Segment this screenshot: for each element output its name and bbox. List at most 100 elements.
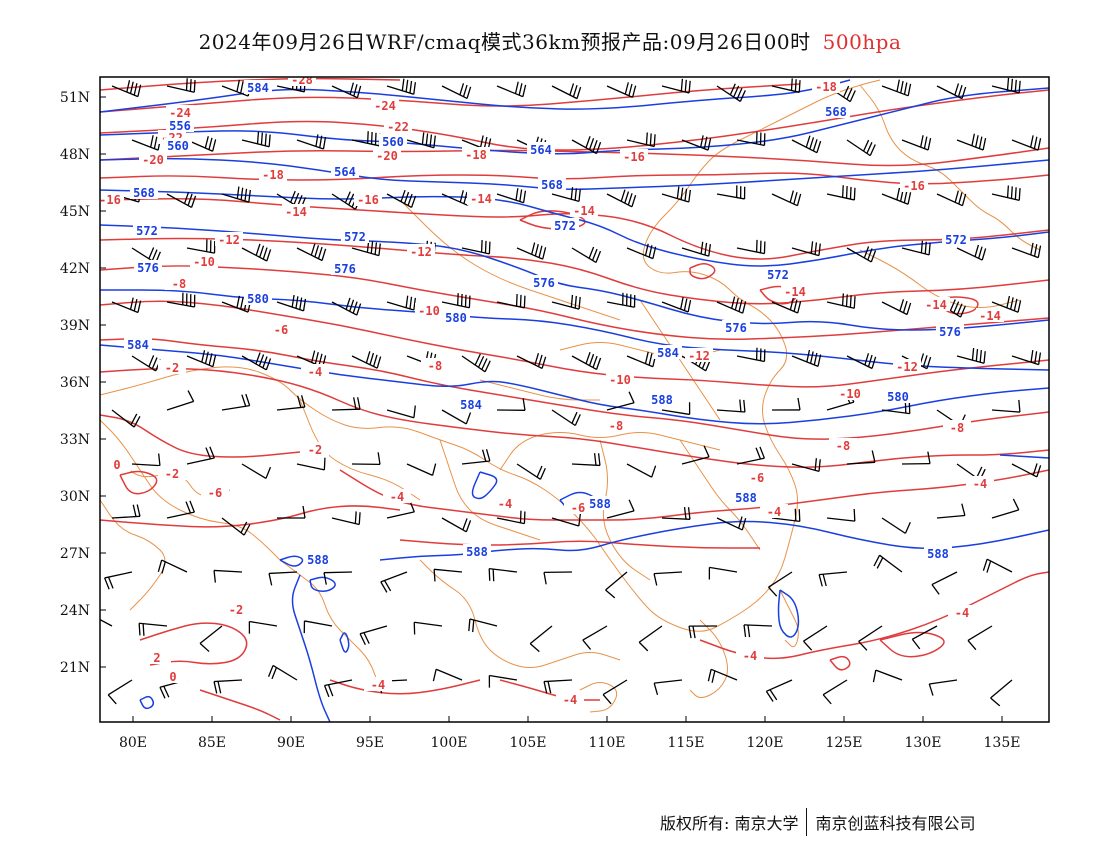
- geopotential-contour: [309, 576, 336, 592]
- label-bg: [924, 546, 952, 560]
- label-bg: [976, 308, 1004, 322]
- temperature-label: -8: [172, 277, 186, 291]
- label-bg: [743, 470, 771, 484]
- temperature-contour: [100, 505, 401, 528]
- lat-tick-label: 45N: [60, 204, 90, 220]
- wind-barb: [441, 409, 472, 425]
- geopotential-label: 588: [589, 497, 611, 511]
- geopotential-contour: [139, 695, 155, 710]
- wind-barb: [858, 625, 883, 651]
- wind-barb: [323, 571, 353, 585]
- temperature-label: -4: [743, 649, 757, 663]
- wind-barb: [441, 83, 472, 100]
- temperature-label: -16: [99, 193, 121, 207]
- wind-barb: [166, 390, 195, 411]
- temperature-contour: [100, 338, 1049, 440]
- label-bg: [379, 134, 407, 148]
- wind-barb: [736, 131, 766, 147]
- lat-tick-label: 33N: [60, 432, 90, 448]
- geopotential-label: 580: [247, 292, 269, 306]
- geopotential-label: 572: [136, 224, 158, 238]
- temperature-label: -28: [291, 73, 313, 87]
- wind-barb: [351, 351, 382, 369]
- wind-barb: [131, 135, 162, 151]
- border-line: [299, 399, 421, 501]
- wind-barb: [221, 517, 251, 536]
- label-bg: [462, 147, 490, 161]
- border-line: [679, 439, 761, 551]
- wind-barb: [166, 292, 196, 308]
- wind-barb: [826, 85, 856, 103]
- temperature-label: -12: [218, 233, 240, 247]
- label-bg: [736, 648, 764, 662]
- wind-barb: [516, 463, 546, 480]
- lat-tick-label: 51N: [60, 90, 90, 106]
- wind-barb: [433, 568, 463, 582]
- label-bg: [654, 345, 682, 359]
- temperature-label: -8: [609, 419, 623, 433]
- copyright-right: 南京创蓝科技有限公司: [815, 814, 976, 833]
- geopotential-label: 568: [133, 186, 155, 200]
- wind-barb: [543, 571, 573, 585]
- label-bg: [301, 442, 329, 456]
- wind-barb: [653, 571, 683, 586]
- temperature-label: -4: [767, 505, 781, 519]
- wind-barb: [768, 571, 793, 597]
- wind-barb: [138, 622, 168, 636]
- label-bg: [556, 692, 584, 706]
- geopotential-label: 584: [657, 346, 679, 360]
- label-bg: [222, 602, 250, 616]
- label-bg: [304, 552, 332, 566]
- wind-barb: [606, 391, 635, 411]
- wind-barb: [241, 243, 272, 262]
- temperature-label: -8: [428, 359, 442, 373]
- label-bg: [467, 191, 495, 205]
- geopotential-label: 576: [137, 261, 159, 275]
- label-bg: [606, 372, 634, 386]
- label-bg: [781, 284, 809, 298]
- geopotential-contour: [291, 574, 331, 722]
- border-line: [279, 559, 381, 691]
- wind-barb: [461, 239, 491, 255]
- temperature-label: -8: [836, 439, 850, 453]
- wind-barb: [771, 297, 802, 314]
- label-bg: [124, 337, 152, 351]
- wind-barb: [323, 679, 353, 698]
- wind-barb: [990, 679, 1013, 707]
- pressure-level: 500hpa: [822, 30, 902, 54]
- label-bg: [602, 418, 630, 432]
- lon-tick-label: 135E: [984, 735, 1021, 751]
- wind-barb: [931, 571, 958, 595]
- wind-barb: [267, 664, 298, 681]
- geopotential-contour: [471, 471, 498, 500]
- temperature-contour: [399, 539, 760, 549]
- label-bg: [648, 392, 676, 406]
- wind-barb: [771, 190, 802, 207]
- lat-tick-label: 39N: [60, 318, 90, 334]
- wind-barb: [296, 457, 326, 471]
- wind-barb: [716, 185, 746, 200]
- temperature-label: -10: [839, 387, 861, 401]
- label-bg: [371, 98, 399, 112]
- label-bg: [103, 457, 131, 471]
- temperature-label: -18: [465, 148, 487, 162]
- label-bg: [159, 669, 187, 683]
- border-line: [779, 589, 799, 648]
- temperature-label: -24: [374, 99, 396, 113]
- wind-barb: [708, 566, 738, 580]
- wind-barb: [626, 243, 657, 260]
- label-bg: [133, 223, 161, 237]
- wind-barb: [826, 293, 856, 309]
- geopotential-contour: [100, 189, 1049, 267]
- wind-barb: [881, 187, 912, 205]
- wind-barb: [765, 679, 793, 702]
- temperature-contour: [329, 679, 481, 695]
- label-bg: [421, 358, 449, 372]
- copyright-left: 版权所有: 南京大学: [660, 814, 799, 833]
- geopotential-label: 576: [533, 276, 555, 290]
- temperature-label: -12: [410, 245, 432, 259]
- label-bg: [620, 149, 648, 163]
- temperature-contour: [100, 83, 801, 113]
- geopotential-label: 588: [466, 545, 488, 559]
- border-line: [399, 199, 621, 321]
